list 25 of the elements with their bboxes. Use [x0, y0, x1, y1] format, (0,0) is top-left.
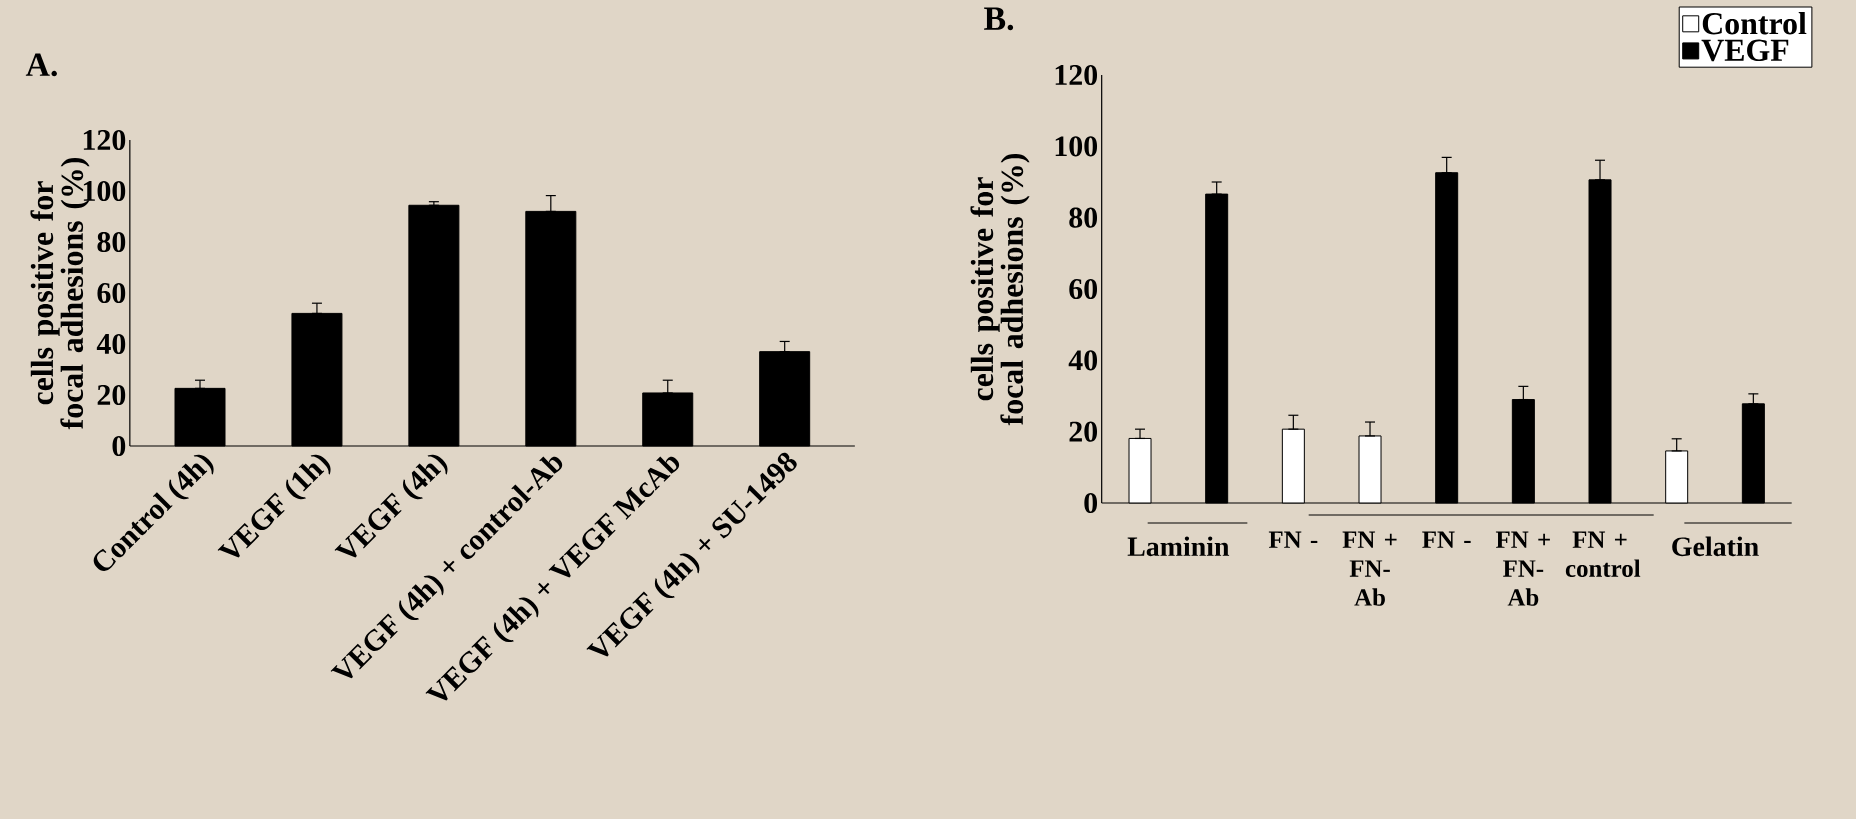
y-tick-label: 20 [1069, 421, 1098, 442]
legend-label: Control [1702, 12, 1807, 35]
x-tick-label: FN + FN-Ab [1342, 531, 1397, 606]
chart-title: B. [984, 7, 1014, 31]
x-tick-label: FN - [1422, 531, 1471, 548]
y-tick-label: 20 [97, 384, 126, 406]
text: Gelatin [1672, 536, 1759, 557]
x-tick-label: FN - [1268, 531, 1318, 548]
y-tick-label: 100 [1055, 136, 1098, 157]
x-tick-label: FN + FN-Ab [1495, 531, 1550, 606]
y-tick-label: 60 [1069, 278, 1098, 300]
y-axis-title: cells positive for focal adhesions (%) [970, 154, 1030, 426]
y-tick-label: 80 [1069, 207, 1098, 228]
x-tick-label: FN + control [1565, 531, 1641, 577]
y-tick-label: 40 [96, 333, 126, 355]
chart-title: A. [25, 53, 57, 77]
y-tick-label: 0 [112, 435, 126, 457]
y-tick-label: 60 [97, 282, 126, 304]
text: Laminin [1127, 536, 1230, 557]
legend-label: VEGF [1701, 39, 1789, 62]
y-tick-label: 0 [1084, 492, 1098, 514]
y-tick-label: 40 [1068, 350, 1098, 371]
y-tick-label: 120 [1055, 64, 1098, 86]
y-tick-label: 80 [97, 231, 126, 253]
y-tick-label: 120 [83, 129, 126, 151]
